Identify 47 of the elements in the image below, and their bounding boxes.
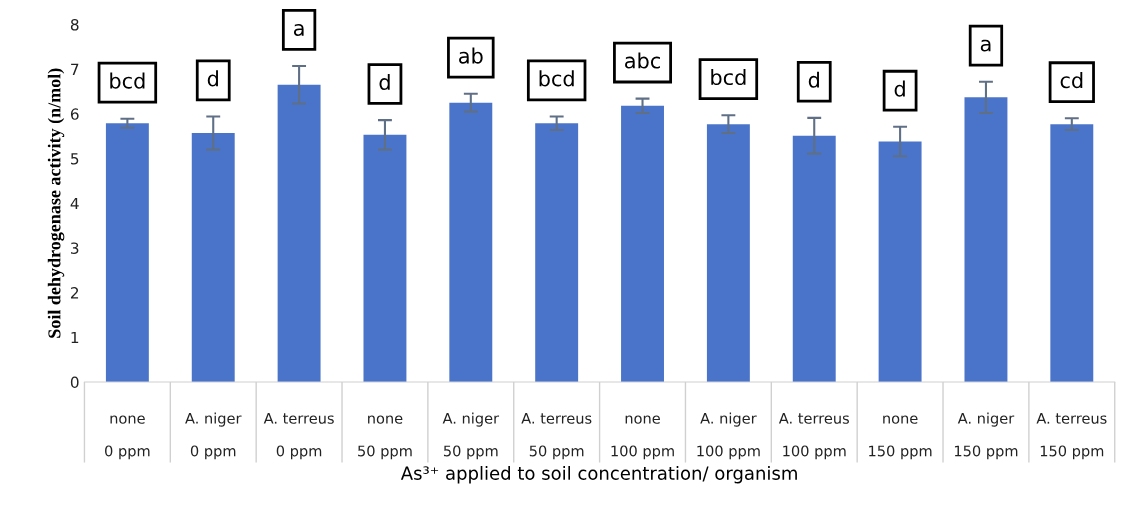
y-tick-label: 3 <box>71 242 79 254</box>
annotation: bcd <box>110 72 145 89</box>
bar <box>535 123 579 382</box>
category-label: none 0 ppm <box>105 415 150 460</box>
x-axis-title: As³⁺ applied to soil concentration/ organism <box>400 465 797 484</box>
annotation: a <box>293 24 304 36</box>
bar <box>105 123 149 382</box>
bar <box>621 105 664 382</box>
bar <box>964 97 1008 382</box>
annotation: bcd <box>711 69 746 86</box>
annotation: d <box>894 80 905 97</box>
category-label: A. niger 50 ppm <box>442 412 500 460</box>
y-axis-title: Soil dehydrogenase activity (n/mol) <box>47 68 65 338</box>
bar <box>191 133 235 382</box>
annotation: cd <box>1060 72 1083 89</box>
annotation: d <box>808 71 819 88</box>
annotation: ab <box>459 47 483 64</box>
bar <box>277 84 321 382</box>
y-tick-label: 6 <box>70 108 79 120</box>
y-tick-label: 2 <box>70 287 79 299</box>
category-label: A. terreus 100 ppm <box>778 412 849 460</box>
bar <box>1050 124 1094 382</box>
category-label: A. terreus 0 ppm <box>263 412 334 460</box>
category-label: A. niger 100 ppm <box>697 412 760 460</box>
category-label: A. terreus 50 ppm <box>521 412 592 460</box>
bar <box>878 141 922 382</box>
category-label: A. niger 150 ppm <box>954 412 1018 460</box>
y-tick-label: 7 <box>71 63 79 75</box>
category-label: none 100 ppm <box>611 415 674 460</box>
bar <box>363 134 407 382</box>
bar <box>449 102 493 382</box>
y-tick-label: 0 <box>70 376 79 388</box>
y-tick-label: 4 <box>70 197 79 210</box>
annotation: bcd <box>539 70 574 87</box>
bar <box>706 124 750 382</box>
category-label: none 50 ppm <box>358 415 412 460</box>
category-label: A. terreus 150 ppm <box>1036 412 1107 460</box>
category-label: A. niger 0 ppm <box>185 412 242 460</box>
y-tick-label: 5 <box>71 153 79 165</box>
annotation: d <box>379 73 390 91</box>
bar <box>792 135 836 382</box>
annotation: abc <box>625 52 660 69</box>
annotation: d <box>207 70 218 87</box>
category-label: none 150 ppm <box>869 415 932 460</box>
annotation: a <box>980 39 991 52</box>
y-tick-label: 1 <box>71 331 79 344</box>
y-tick-label: 8 <box>70 18 79 31</box>
